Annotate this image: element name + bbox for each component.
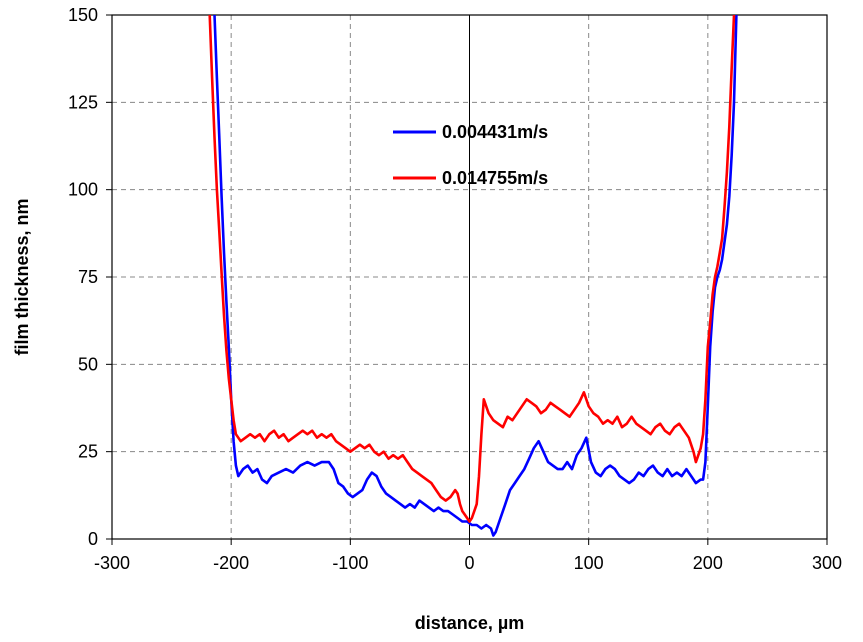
x-tick-label: -300: [94, 553, 130, 573]
y-tick-label: 0: [88, 529, 98, 549]
x-tick-label: 200: [693, 553, 723, 573]
y-tick-label: 100: [68, 180, 98, 200]
y-axis-ticks: 0 25 50 75 100 125 150: [68, 5, 112, 549]
x-tick-label: -200: [213, 553, 249, 573]
legend: 0.004431m/s 0.014755m/s: [393, 122, 548, 188]
x-tick-label: 0: [464, 553, 474, 573]
y-tick-label: 125: [68, 92, 98, 112]
legend-label-series-1: 0.004431m/s: [442, 122, 548, 142]
y-tick-label: 75: [78, 267, 98, 287]
y-tick-label: 25: [78, 442, 98, 462]
grid: [112, 15, 827, 539]
series-layer: [208, 14, 738, 537]
y-tick-label: 150: [68, 5, 98, 25]
x-axis-label: distance, µm: [415, 613, 524, 633]
y-tick-label: 50: [78, 354, 98, 374]
legend-label-series-2: 0.014755m/s: [442, 168, 548, 188]
x-tick-label: 300: [812, 553, 842, 573]
y-axis-label: film thickness, nm: [12, 198, 32, 355]
x-tick-label: -100: [332, 553, 368, 573]
series-line-2: [208, 14, 736, 523]
x-tick-label: 100: [574, 553, 604, 573]
x-axis-ticks: -300 -200 -100 0 100 200 300: [94, 539, 842, 573]
series-line-1: [213, 14, 738, 537]
